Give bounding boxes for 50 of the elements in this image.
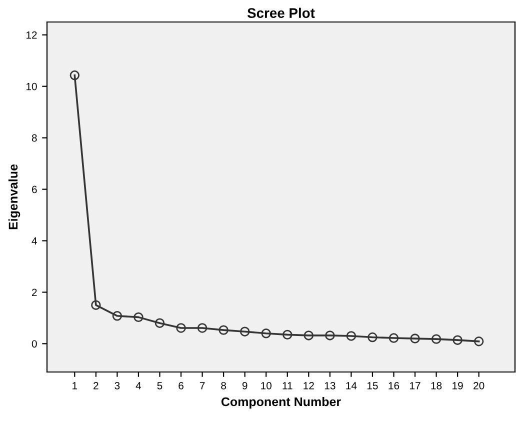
x-tick-label: 2 bbox=[94, 382, 98, 390]
x-tick-label: 19 bbox=[452, 382, 463, 390]
point bbox=[282, 330, 292, 340]
point bbox=[368, 332, 378, 342]
x-tick-label: 3 bbox=[114, 382, 120, 390]
x-tick-label: 7 bbox=[200, 382, 205, 390]
point bbox=[346, 331, 356, 341]
y-tick-label: 4 bbox=[32, 237, 37, 245]
y-tick-label: 10 bbox=[26, 82, 37, 90]
y-tick-label: 12 bbox=[26, 31, 37, 39]
y-tick-label: 2 bbox=[32, 288, 37, 296]
point bbox=[91, 300, 101, 310]
x-tick-label: 6 bbox=[178, 382, 184, 390]
x-tick-label: 12 bbox=[304, 382, 314, 390]
point bbox=[325, 330, 335, 340]
x-tick-label: 14 bbox=[346, 382, 357, 390]
point bbox=[431, 334, 442, 344]
point bbox=[304, 330, 314, 340]
x-tick-label: 1 bbox=[72, 382, 78, 390]
point bbox=[197, 323, 208, 333]
x-tick-label: 17 bbox=[410, 382, 420, 390]
x-tick-label: 18 bbox=[431, 382, 442, 390]
x-tick-label: 11 bbox=[282, 382, 292, 390]
point bbox=[70, 70, 80, 80]
point bbox=[134, 312, 144, 322]
x-tick-label: 9 bbox=[242, 382, 248, 390]
point bbox=[261, 328, 271, 338]
y-axis-title: Eigenvalue bbox=[8, 164, 20, 230]
point bbox=[176, 323, 186, 333]
point bbox=[474, 336, 484, 346]
x-axis-title: Component Number bbox=[221, 396, 341, 409]
y-tick-label: 6 bbox=[32, 186, 37, 194]
x-tick-label: 16 bbox=[388, 382, 400, 390]
x-tick-label: 15 bbox=[367, 382, 378, 390]
y-tick-label: 8 bbox=[32, 134, 37, 142]
x-tick-label: 10 bbox=[261, 382, 272, 390]
point bbox=[112, 311, 122, 321]
x-tick-label: 13 bbox=[324, 382, 336, 390]
x-tick-label: 5 bbox=[157, 382, 162, 390]
point bbox=[452, 335, 462, 345]
x-tick-label: 8 bbox=[221, 382, 226, 390]
y-tick-label: 0 bbox=[32, 340, 37, 348]
point bbox=[154, 318, 165, 328]
point bbox=[218, 325, 228, 335]
x-tick-label: 4 bbox=[136, 382, 142, 390]
point bbox=[240, 326, 250, 336]
chart-title: Scree Plot bbox=[247, 8, 315, 18]
point bbox=[410, 334, 420, 344]
point bbox=[388, 333, 399, 343]
x-tick-label: 20 bbox=[474, 382, 484, 390]
